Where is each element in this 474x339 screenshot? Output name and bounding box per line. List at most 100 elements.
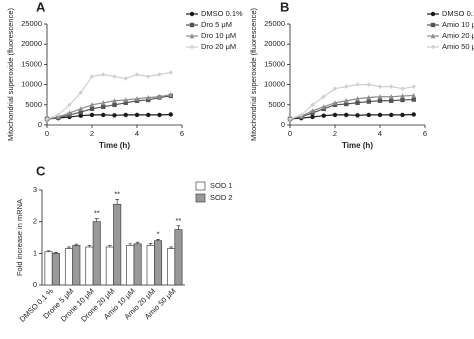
bar: [146, 245, 155, 286]
marker: [389, 94, 394, 99]
x-axis-label: Time (h): [342, 141, 373, 150]
marker: [67, 110, 72, 116]
significance: **: [176, 216, 182, 225]
marker: [89, 106, 95, 112]
legend-label: Amio 10 μM: [442, 20, 474, 29]
marker: [355, 100, 360, 105]
marker: [112, 98, 117, 103]
marker: [112, 102, 117, 107]
marker: [134, 72, 140, 77]
legend-label: Amio 50 μM: [442, 42, 474, 51]
marker: [377, 112, 383, 118]
significance: **: [94, 208, 100, 217]
marker: [355, 113, 360, 118]
y-tick-label: 10000: [21, 80, 42, 89]
marker: [411, 92, 416, 98]
x-tick-label: 4: [378, 129, 382, 138]
legend-label: DMSO 0.1%: [201, 9, 243, 18]
marker: [146, 112, 151, 118]
marker: [189, 11, 195, 17]
x-tick-label: 4: [135, 129, 139, 138]
bar: [72, 245, 81, 286]
marker: [44, 116, 50, 122]
marker: [78, 113, 83, 118]
marker: [123, 100, 128, 105]
marker: [168, 92, 173, 97]
series-line: [46, 113, 171, 120]
marker: [321, 104, 326, 110]
error-bar: [176, 225, 181, 230]
marker: [146, 74, 151, 79]
marker: [78, 106, 83, 112]
marker: [430, 22, 436, 28]
marker: [366, 94, 371, 100]
error-bar: [148, 243, 153, 246]
bar: [113, 203, 122, 286]
marker: [389, 84, 394, 89]
y-tick-label: 1: [33, 248, 37, 257]
error-bar: [135, 241, 140, 244]
legend-label: Amio 20 μM: [442, 31, 474, 40]
marker: [377, 98, 383, 103]
marker: [377, 84, 383, 89]
legend-label: Dro 10 μM: [201, 31, 236, 40]
x-tick-label: 0: [45, 129, 49, 138]
marker: [400, 97, 405, 103]
y-axis-label: Mitochondrial superoxide (fluorescence): [249, 8, 258, 141]
series-line: [46, 94, 171, 120]
bar: [105, 246, 114, 286]
error-bar: [46, 250, 51, 252]
marker: [89, 112, 95, 118]
legend-label: SOD 1: [210, 181, 233, 190]
marker: [189, 33, 195, 39]
marker: [123, 112, 128, 118]
y-tick-label: 15000: [264, 59, 285, 68]
x-axis-label: Time (h): [99, 141, 130, 150]
panel-letter: A: [36, 0, 46, 14]
marker: [189, 22, 195, 28]
marker: [400, 93, 405, 99]
marker: [344, 84, 349, 89]
y-tick-label: 5000: [268, 100, 285, 109]
error-bar: [67, 246, 71, 249]
marker: [321, 113, 326, 118]
marker: [430, 11, 436, 17]
bar: [64, 248, 73, 286]
bar: [51, 252, 60, 286]
error-bar: [128, 243, 133, 246]
marker: [112, 74, 117, 79]
marker: [287, 116, 293, 122]
marker: [411, 84, 416, 89]
marker: [332, 86, 338, 91]
marker: [400, 86, 405, 91]
marker: [168, 70, 173, 75]
marker: [67, 102, 72, 107]
significance: **: [114, 189, 120, 198]
marker: [78, 90, 83, 95]
panel-letter: C: [36, 163, 46, 178]
y-axis-label: Mitochondrial superoxide (fluorescence): [6, 8, 15, 141]
marker: [146, 97, 151, 103]
marker: [366, 82, 371, 87]
y-tick-label: 20000: [264, 39, 285, 48]
marker: [168, 112, 173, 117]
bar: [44, 251, 53, 286]
marker: [430, 44, 436, 50]
marker: [56, 112, 61, 118]
marker: [344, 98, 349, 103]
legend-swatch: [195, 193, 206, 203]
marker: [310, 102, 315, 107]
marker: [400, 112, 405, 118]
marker: [157, 94, 162, 99]
marker: [89, 102, 95, 107]
error-bar: [87, 245, 92, 247]
marker: [411, 97, 416, 102]
marker: [157, 72, 162, 77]
x-tick-label: 2: [90, 129, 94, 138]
x-tick-label: 2: [333, 129, 337, 138]
marker: [332, 112, 338, 118]
error-bar: [115, 199, 119, 205]
significance: *: [157, 229, 160, 238]
y-tick-label: 20000: [21, 39, 42, 48]
